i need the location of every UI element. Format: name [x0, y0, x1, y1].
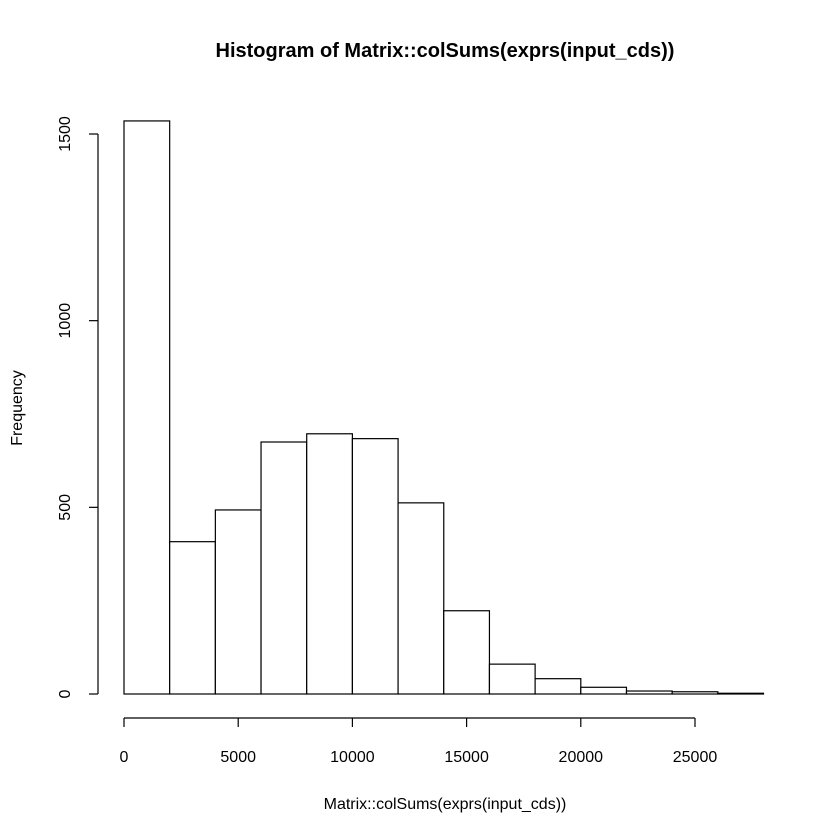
histogram-bar [260, 441, 308, 695]
x-tick-label: 10000 [330, 749, 375, 766]
x-tick-label: 25000 [673, 749, 718, 766]
y-tick-label: 1000 [57, 303, 74, 339]
histogram-bar [169, 541, 216, 695]
x-axis: 0 5000 10000 15000 20000 25000 [120, 717, 718, 766]
histogram-bar [443, 610, 491, 695]
histogram-bar [397, 502, 445, 695]
x-tick-label: 0 [120, 749, 129, 766]
y-tick-label: 0 [57, 689, 74, 698]
x-axis-label: Matrix::colSums(exprs(input_cds)) [324, 796, 567, 813]
chart-title: Histogram of Matrix::colSums(exprs(input… [216, 40, 675, 62]
histogram-bars [123, 120, 765, 695]
y-tick-label: 500 [57, 494, 74, 521]
histogram-bar [306, 433, 354, 695]
histogram-bar [214, 509, 262, 695]
x-tick-label: 15000 [444, 749, 489, 766]
y-tick-label: 1500 [57, 116, 74, 152]
histogram-bar [580, 686, 628, 695]
histogram-bar [671, 691, 719, 695]
histogram-bar [351, 438, 399, 695]
histogram-bar [123, 120, 171, 695]
histogram-bar [534, 678, 582, 695]
y-axis: 0 500 1000 1500 [57, 116, 99, 698]
x-tick-label: 20000 [559, 749, 604, 766]
x-tick-label: 5000 [220, 749, 256, 766]
histogram-bar [717, 692, 765, 695]
histogram-bar [625, 690, 673, 695]
histogram-bar [488, 663, 536, 695]
y-axis-label: Frequency [9, 370, 26, 446]
